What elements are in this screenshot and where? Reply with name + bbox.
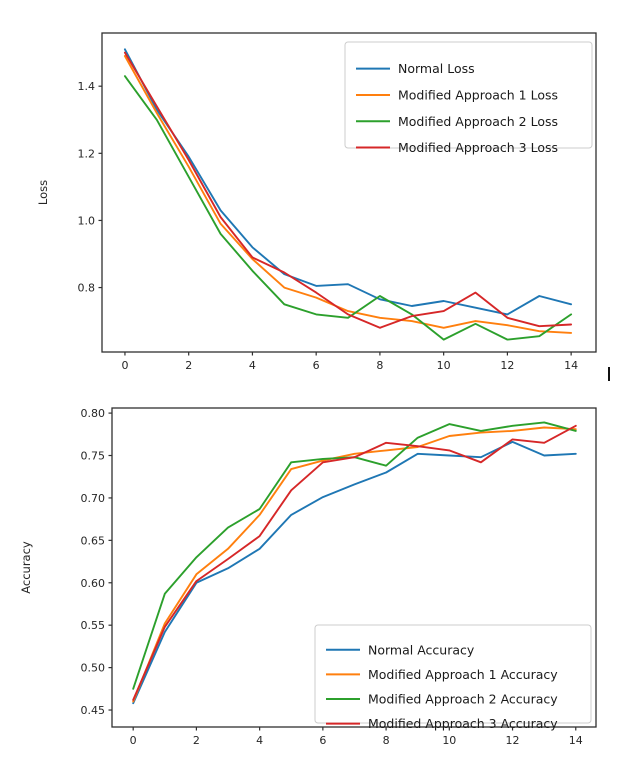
x-tick-label: 6 xyxy=(313,359,320,372)
text-cursor-artifact xyxy=(608,367,610,381)
legend-label-1: Normal Loss xyxy=(398,61,475,76)
y-tick-label: 0.75 xyxy=(81,450,106,463)
x-tick-label: 14 xyxy=(569,734,583,747)
y-tick-label: 0.80 xyxy=(81,407,106,420)
y-tick-label: 0.50 xyxy=(81,662,106,675)
legend-label-3: Modified Approach 2 Loss xyxy=(398,114,558,129)
series-line-normal-loss xyxy=(123,48,573,316)
series-line-modified-approach-3-loss xyxy=(123,51,573,329)
legend-label-4: Modified Approach 3 Loss xyxy=(398,140,558,155)
legend-label-1: Normal Accuracy xyxy=(368,642,475,657)
y-tick-label: 1.2 xyxy=(78,147,96,160)
y-tick-label: 0.45 xyxy=(81,704,106,717)
x-tick-label: 6 xyxy=(319,734,326,747)
y-tick-label: 0.55 xyxy=(81,619,106,632)
x-tick-label: 0 xyxy=(130,734,137,747)
x-tick-label: 14 xyxy=(564,359,578,372)
x-tick-label: 8 xyxy=(383,734,390,747)
plot-frame xyxy=(101,32,597,353)
x-tick-label: 12 xyxy=(500,359,514,372)
y-axis-label: Loss xyxy=(36,180,50,205)
y-tick-label: 0.65 xyxy=(81,534,106,547)
y-tick-label: 0.8 xyxy=(78,282,96,295)
legend-label-2: Modified Approach 1 Accuracy xyxy=(368,667,558,682)
legend-box xyxy=(344,41,593,149)
x-tick-label: 10 xyxy=(442,734,456,747)
x-tick-label: 4 xyxy=(256,734,263,747)
legend-box xyxy=(314,624,592,724)
y-tick-label: 1.0 xyxy=(78,214,96,227)
legend-label-3: Modified Approach 2 Accuracy xyxy=(368,692,558,707)
y-tick-label: 0.70 xyxy=(81,492,106,505)
y-tick-label: 0.60 xyxy=(81,577,106,590)
x-tick-label: 0 xyxy=(121,359,128,372)
y-tick-label: 1.4 xyxy=(78,80,96,93)
legend-label-4: Modified Approach 3 Accuracy xyxy=(368,716,558,731)
series-line-modified-approach-1-accuracy xyxy=(132,426,577,703)
x-tick-label: 4 xyxy=(249,359,256,372)
x-tick-label: 10 xyxy=(437,359,451,372)
series-line-modified-approach-1-loss xyxy=(123,55,573,334)
accuracy-chart: 0 2 4 6 8 10 12 14 0.45 0.50 0.55 0.60 0.65 0.70 0.75 0… xyxy=(19,407,597,747)
x-tick-label: 2 xyxy=(193,734,200,747)
y-axis-label: Accuracy xyxy=(19,541,33,594)
series-line-modified-approach-2-loss xyxy=(123,75,573,341)
plot-frame xyxy=(111,407,597,728)
legend-label-2: Modified Approach 1 Loss xyxy=(398,87,558,102)
series-line-modified-approach-3-accuracy xyxy=(132,424,577,701)
x-tick-label: 12 xyxy=(506,734,520,747)
x-tick-label: 8 xyxy=(376,359,383,372)
loss-chart: 0 2 4 6 8 10 12 14 0.8 1.0 1.2 1.4 Loss Normal Loss Mo… xyxy=(36,32,597,372)
x-tick-label: 2 xyxy=(185,359,192,372)
